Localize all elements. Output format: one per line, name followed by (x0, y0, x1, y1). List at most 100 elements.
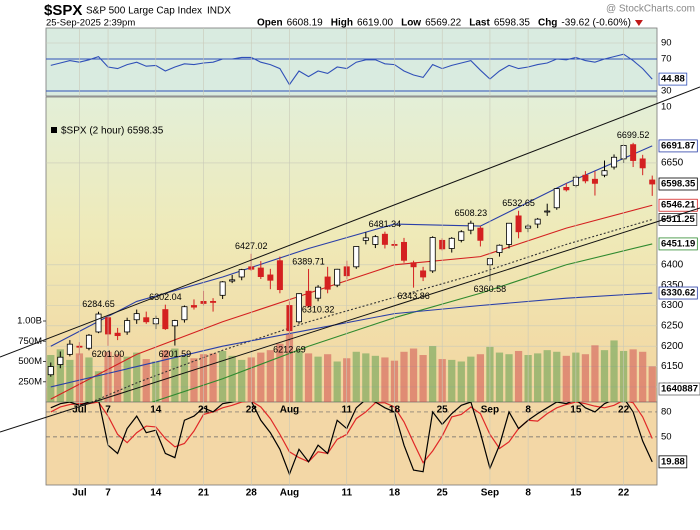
y-tick-label: 6300 (661, 300, 684, 311)
x-tick-label: 7 (105, 405, 111, 416)
x-tick-label: 11 (341, 405, 352, 416)
candle-body (582, 174, 589, 182)
candle-body (190, 305, 197, 308)
price-annotation: 6508.23 (455, 208, 488, 218)
volume-bar (218, 350, 227, 402)
price-annotation: 6532.65 (502, 198, 535, 208)
quote-label: Last (469, 18, 490, 29)
volume-bar (429, 346, 437, 402)
rsi-line (50, 53, 653, 86)
volume-bar (371, 355, 379, 402)
volume-bar (324, 354, 332, 402)
subtitle: S&P 500 Large Cap Index (86, 6, 202, 17)
volume-bar (171, 348, 179, 402)
x-tick-label: Sep (481, 488, 499, 499)
candle-body (334, 268, 341, 286)
quote-value: 6608.19 (287, 18, 324, 29)
volume-bar (505, 354, 513, 402)
candle-body (229, 279, 236, 282)
volume-bar (476, 354, 485, 402)
volume-bar (553, 351, 561, 402)
last-price-label: 6598.35 (661, 179, 696, 190)
x-tick-label: 18 (389, 405, 401, 416)
overlay-value-label-box (658, 139, 698, 153)
price-annotation: 6389.71 (292, 256, 325, 266)
price-annotation: 6343.86 (397, 291, 430, 301)
quote-label: Low (401, 18, 421, 29)
y-tick-label: 6250 (661, 320, 684, 331)
rsi-tick-label: 30 (661, 86, 672, 97)
volume-bar (56, 349, 64, 402)
overlay-line (50, 204, 653, 400)
candle-body (114, 332, 121, 337)
candle-body (563, 187, 570, 191)
price-annotation: 6284.65 (82, 299, 115, 309)
stoch-line (50, 402, 653, 476)
volume-bar (266, 350, 274, 402)
candle-body (143, 317, 150, 323)
y-tick-label: 6400 (661, 259, 684, 270)
candle-body (630, 144, 637, 161)
x-tick-label: 14 (150, 405, 162, 416)
candle-body (124, 320, 131, 333)
volume-bar (352, 351, 360, 402)
change-arrow (634, 20, 643, 26)
candle-body (420, 270, 427, 278)
volume-bar (543, 350, 551, 402)
price-annotation: 6699.52 (617, 130, 650, 140)
volume-bar (419, 355, 427, 402)
rsi-tick-label: 90 (661, 38, 672, 49)
candle-body (649, 179, 656, 185)
rsi-tick-label: 70 (661, 54, 672, 65)
overlay-line (90, 218, 653, 402)
price-annotation: 6302.04 (149, 292, 182, 302)
candle-body (162, 309, 169, 330)
volume-bar (610, 340, 618, 402)
volume-bar (180, 355, 189, 402)
price-annotation: 6212.69 (273, 344, 306, 354)
x-tick-label: Jul (72, 405, 87, 416)
candle-body (601, 170, 608, 176)
y-tick-label: 6350 (661, 280, 684, 291)
rsi-panel (45, 27, 658, 97)
overlay-line (50, 145, 653, 347)
candle-body (506, 222, 513, 245)
x-tick-label: 8 (525, 488, 531, 499)
x-tick-label: Aug (280, 488, 299, 499)
rsi-layer (46, 42, 657, 92)
volume-bar (209, 353, 217, 402)
price-annotation: 6201.59 (159, 349, 192, 359)
candle-body (477, 227, 484, 241)
candle-body (315, 286, 322, 299)
overlay-value-label: 6691.87 (661, 140, 695, 151)
volume-bar (600, 350, 609, 402)
price-label: $SPX (2 hour) 6598.35 (61, 126, 164, 137)
price-annotation: 6201.00 (92, 349, 125, 359)
stoch-value-label: 19.88 (661, 456, 685, 467)
volume-bar (142, 359, 150, 402)
price-panel (45, 96, 658, 403)
volume-bar (639, 351, 647, 402)
volume-bar (448, 359, 456, 402)
candle-body (534, 218, 541, 225)
stoch-tick-label: 50 (661, 431, 672, 442)
overlay-value-label: 6451.19 (661, 238, 695, 249)
x-tick-label: 21 (198, 488, 210, 499)
candle-body (372, 236, 379, 245)
candle-body (66, 343, 73, 355)
volume-bar (381, 357, 389, 402)
candle-body (57, 356, 64, 365)
x-tick-label: 11 (341, 488, 352, 499)
candle-body (85, 334, 92, 349)
volume-bar (113, 354, 122, 402)
overlay-value-label-box (658, 213, 698, 226)
candle-body (362, 237, 369, 241)
candle-body (544, 210, 551, 213)
volume-tick-label: 250M (18, 376, 42, 387)
overlay-line (50, 292, 653, 388)
volume-bar (47, 355, 55, 402)
candle-body (181, 306, 188, 321)
volume-bar (123, 356, 131, 402)
volume-bar (314, 356, 322, 402)
